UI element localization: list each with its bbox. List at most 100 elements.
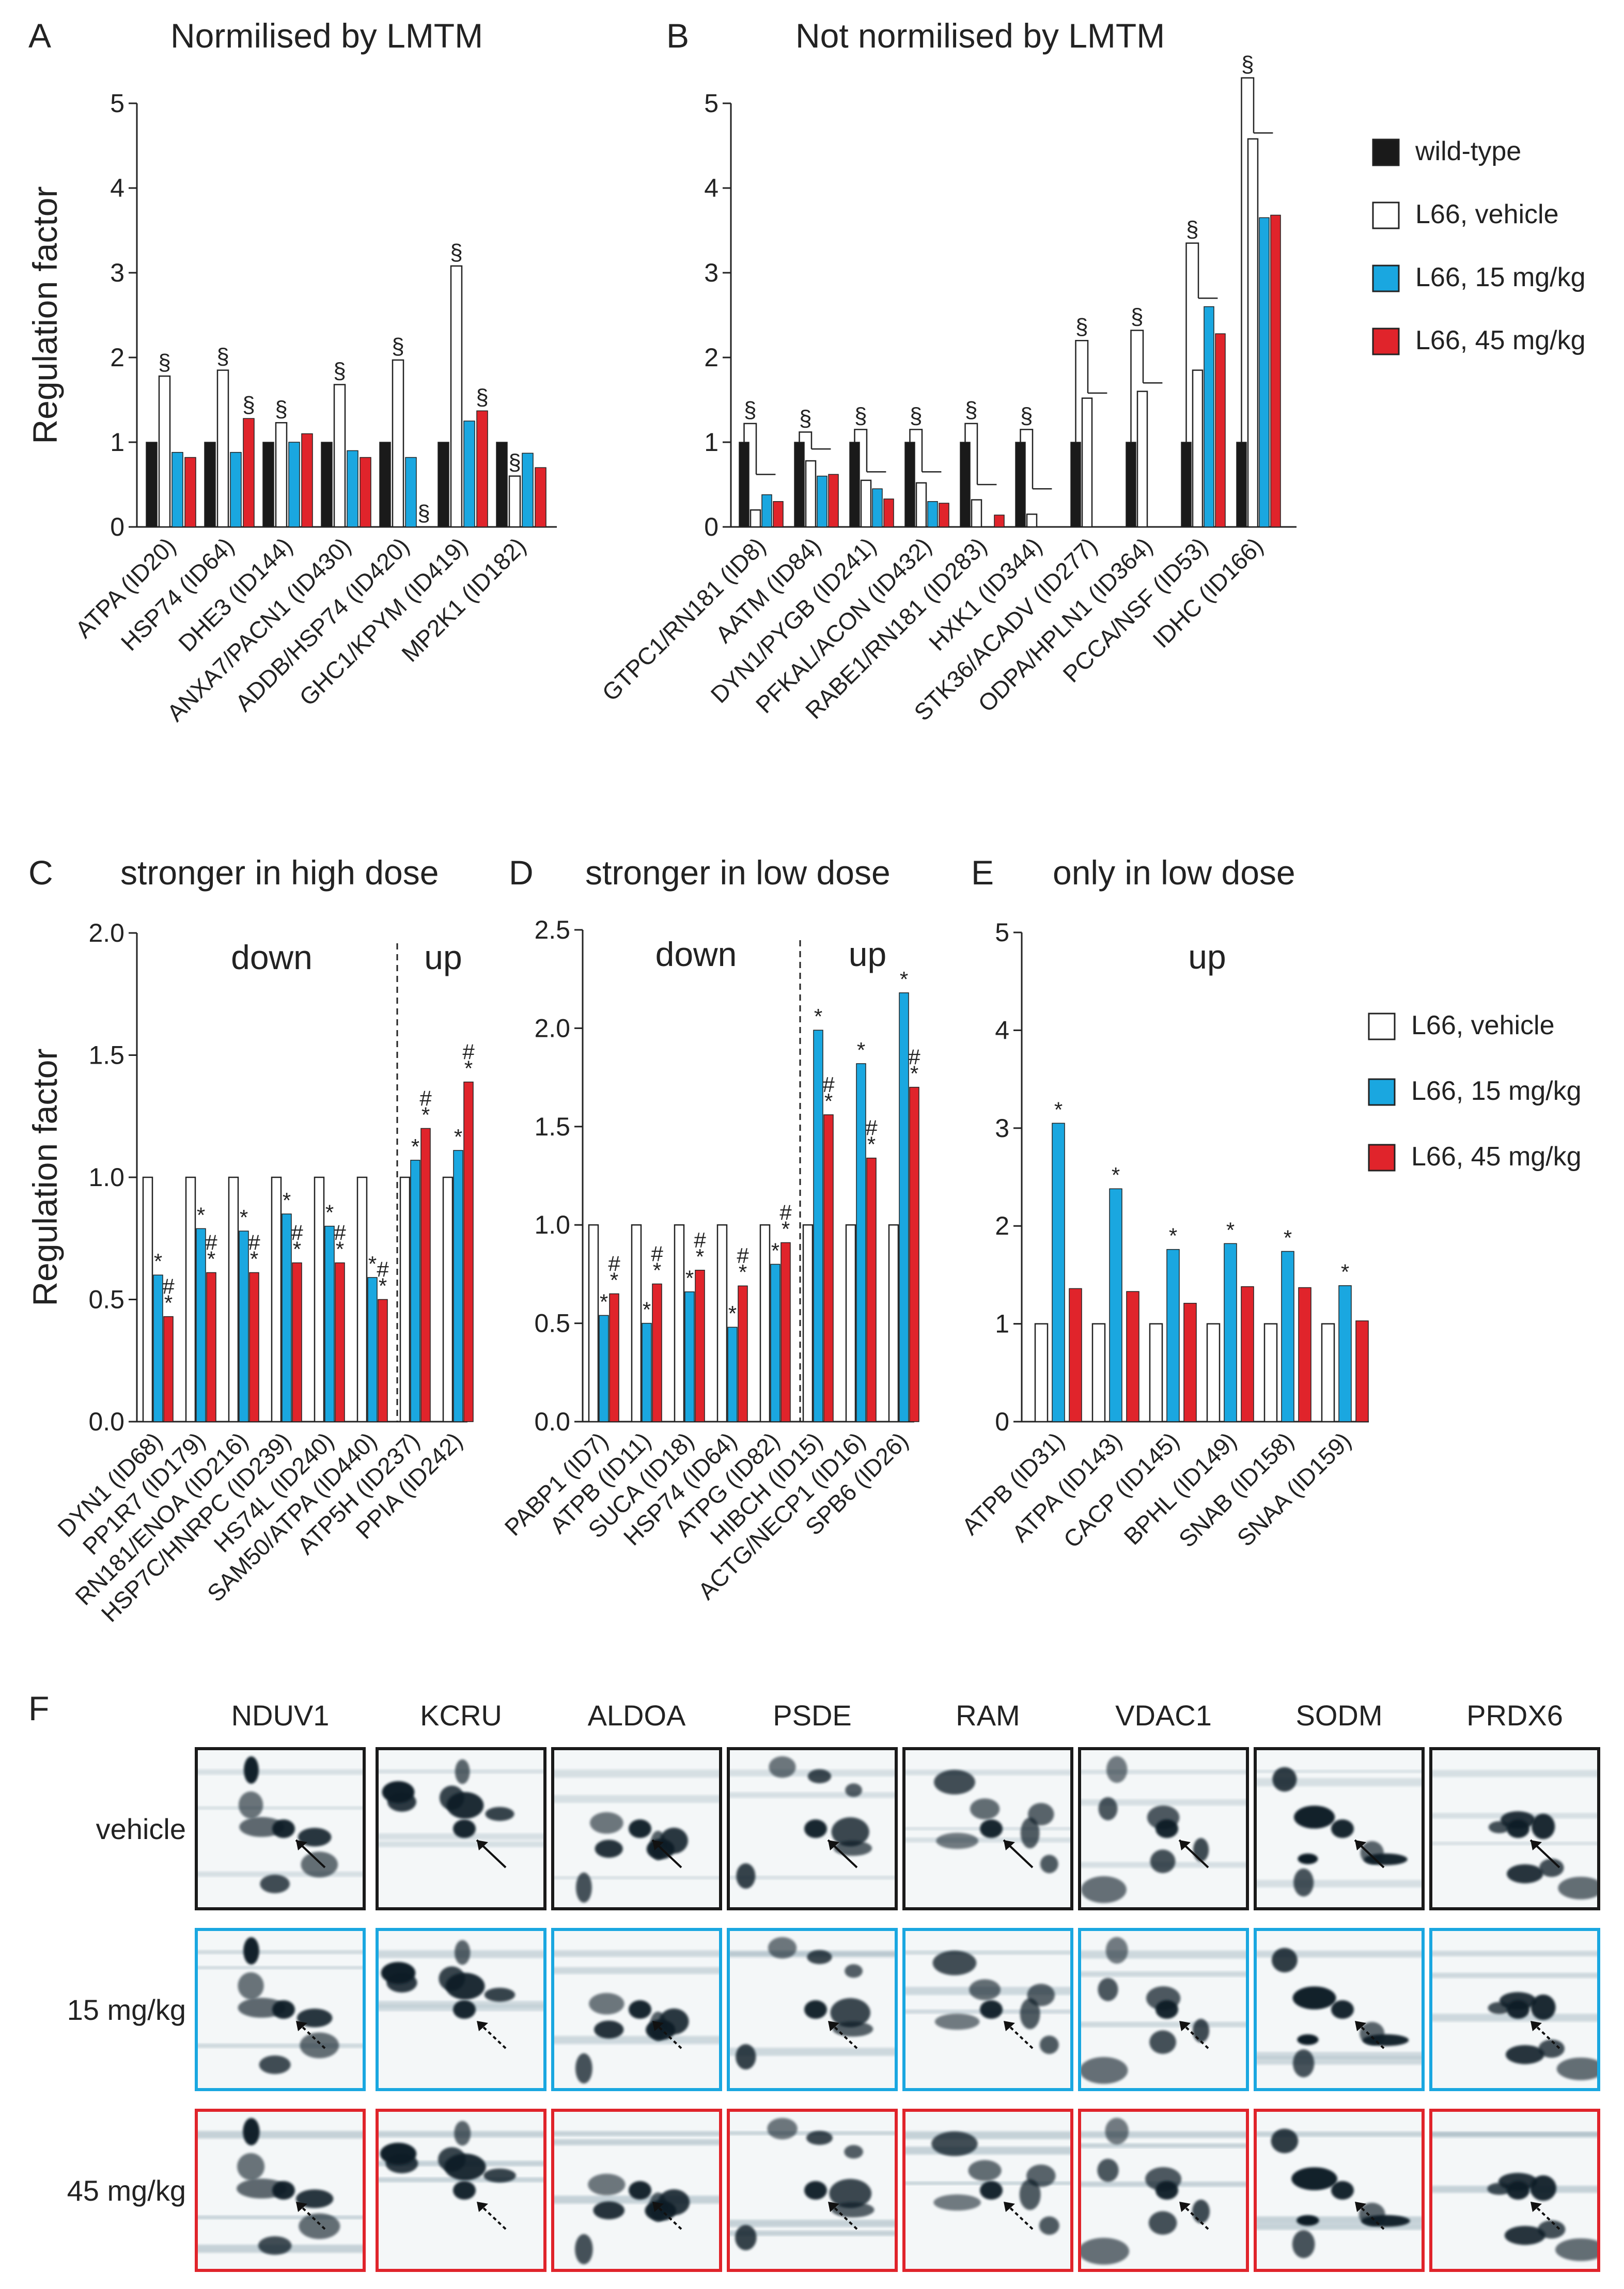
arrow-head-icon [652, 2021, 664, 2031]
gel-spot [1358, 2202, 1385, 2226]
target-spot [1155, 2000, 1178, 2019]
asterisk-mark: * [197, 1203, 205, 1227]
bar-vehicle [228, 1176, 239, 1423]
tile-frame-dose15 [902, 1928, 1073, 2091]
gel-streak [904, 1950, 1072, 1955]
panel-title: Normilised by LMTM [170, 17, 483, 55]
asterisk-mark: * [814, 1004, 822, 1029]
gel-spot [1080, 2237, 1130, 2265]
gel-spots [1431, 2131, 1599, 2261]
section-mark: § [910, 403, 922, 428]
asterisk-mark: * [325, 1201, 334, 1225]
y-tick-label: 1 [110, 428, 124, 457]
asterisk-mark: * [1112, 1163, 1120, 1187]
tile-frame-dose45 [195, 2109, 366, 2272]
y-tick-label: 0 [704, 512, 719, 541]
tile-frame-vehicle [902, 1747, 1073, 1910]
panel-a: A Normilised by LMTM 0 1 2 3 4 5 Regulation fact… [26, 17, 557, 726]
bar-dose45 [476, 410, 488, 527]
row-label: vehicle [96, 1813, 186, 1845]
asterisk-mark: * [368, 1252, 377, 1276]
bar-dose15 [196, 1228, 206, 1422]
gel-tile [1254, 1928, 1425, 2091]
section-mark: § [417, 501, 430, 526]
gel-spot [1020, 1998, 1040, 2029]
gel-spot [1297, 2215, 1319, 2226]
y-tick-label: 2.0 [534, 1014, 570, 1042]
bar-wild_type [1070, 442, 1081, 527]
panel-letter: E [971, 853, 994, 892]
gel-spots [904, 1769, 1072, 1874]
target-spot [1507, 2000, 1529, 2019]
legend-top: wild-type L66, vehicle L66, 15 mg/kg L66, 4… [1372, 136, 1586, 355]
gel-spot [769, 1756, 796, 1778]
gel-tile [1078, 1747, 1249, 1910]
hash-mark: # [865, 1116, 878, 1140]
section-mark: § [476, 384, 488, 410]
section-mark: § [1020, 403, 1033, 428]
gel-spot [299, 2213, 340, 2239]
bar-vehicle [1247, 138, 1259, 528]
gel-spot [1149, 2030, 1176, 2054]
bar-dose15 [230, 451, 242, 527]
gel-tile [376, 1928, 546, 2091]
bar-dose45 [994, 515, 1005, 527]
legend-label: L66, 45 mg/kg [1411, 1142, 1582, 1172]
bar-wild_type [904, 442, 915, 527]
gel-streak [1080, 1769, 1247, 1774]
hash-mark: # [291, 1221, 303, 1245]
gel-streak [728, 2219, 896, 2228]
gel-spots [196, 1756, 364, 1893]
gel-spot [259, 2055, 291, 2074]
bar-vehicle [356, 1176, 368, 1423]
bar-dose15 [288, 442, 300, 527]
asterisk-mark: * [164, 1291, 173, 1315]
tile-frame-vehicle [195, 1747, 366, 1910]
gel-streak [1255, 2052, 1423, 2059]
section-mark: § [216, 344, 229, 369]
bracket [854, 429, 868, 472]
target-spot [1507, 2181, 1529, 2200]
gel-tile [902, 2109, 1073, 2272]
target-spot [804, 2000, 827, 2019]
gel-spot [455, 1940, 471, 1965]
region-label-down: down [655, 935, 737, 973]
gel-spot [1532, 1814, 1555, 1840]
legend-swatch-dose15 [1368, 1078, 1396, 1106]
bracket [799, 431, 813, 449]
bar-wild_type [849, 442, 860, 527]
protein-label: VDAC1 [1115, 1699, 1212, 1732]
bar-vehicle [1081, 397, 1093, 528]
gel-spot [1292, 1986, 1336, 2010]
section-mark: § [508, 450, 521, 475]
target-spot [1331, 1819, 1354, 1838]
gel-spots [728, 2117, 896, 2250]
legend-swatch-vehicle [1372, 201, 1400, 229]
protein-label: ALDOA [588, 1699, 686, 1732]
gel-streak [1080, 2021, 1247, 2028]
bar-dose45 [780, 1242, 791, 1422]
panel-letter: F [28, 1689, 49, 1727]
gel-spot [237, 2153, 265, 2181]
gel-spots [1255, 2128, 1423, 2259]
target-spot [629, 2181, 651, 2200]
bar-wild_type [739, 442, 749, 527]
bar-wild_type [379, 442, 391, 527]
target-spot [453, 1819, 476, 1838]
gel-spot [446, 1792, 484, 1819]
gel-spot [485, 1807, 514, 1821]
tile-frame-dose45 [1429, 2109, 1600, 2272]
bar-dose45 [1270, 214, 1281, 527]
gel-spot [243, 2118, 260, 2145]
gel-spot [1488, 2002, 1511, 2014]
bar-vehicle [1192, 369, 1204, 528]
gel-streak [1431, 1972, 1599, 1979]
region-label-down: down [231, 938, 313, 976]
bar-dose15 [239, 1231, 249, 1422]
bar-dose15 [1109, 1188, 1122, 1422]
hash-mark: # [205, 1230, 217, 1254]
asterisk-mark: * [154, 1249, 162, 1273]
gel-spot [483, 2168, 516, 2183]
gel-spot [595, 1840, 623, 1858]
arrow-head-icon [296, 2202, 307, 2212]
